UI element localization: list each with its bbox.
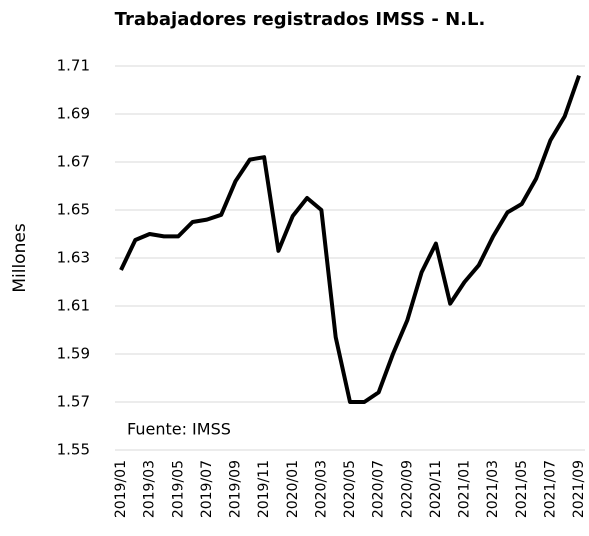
- x-tick-label: 2021/03: [485, 460, 501, 518]
- y-axis-label: Millones: [10, 223, 30, 292]
- x-tick-label: 2019/05: [170, 460, 186, 518]
- x-tick-label: 2019/09: [228, 460, 244, 518]
- x-tick-label: 2020/09: [399, 460, 415, 518]
- x-tick-label: 2021/01: [457, 460, 473, 518]
- x-tick-label: 2020/07: [371, 460, 387, 518]
- x-tick-label: 2020/01: [285, 460, 301, 518]
- y-tick-label: 1.67: [57, 153, 90, 171]
- x-tick-label: 2019/01: [113, 460, 129, 518]
- chart-title: Trabajadores registrados IMSS - N.L.: [115, 9, 486, 30]
- y-tick-label: 1.63: [57, 249, 90, 267]
- y-tick-label: 1.55: [57, 441, 90, 459]
- y-tick-label: 1.59: [57, 345, 90, 363]
- x-tick-label: 2021/05: [514, 460, 530, 518]
- x-tick-label: 2019/11: [256, 460, 272, 518]
- x-tick-label: 2021/09: [571, 460, 587, 518]
- y-tick-label: 1.65: [57, 201, 90, 219]
- x-tick-label: 2021/07: [542, 460, 558, 518]
- annotation: Fuente: IMSS: [127, 420, 231, 439]
- y-tick-label: 1.69: [57, 105, 90, 123]
- x-tick-label: 2019/03: [142, 460, 158, 518]
- y-tick-label: 1.61: [57, 297, 90, 315]
- y-tick-label: 1.57: [57, 393, 90, 411]
- x-tick-label: 2020/05: [342, 460, 358, 518]
- line: [119, 74, 581, 404]
- x-tick-label: 2020/03: [313, 460, 329, 518]
- y-tick-label: 1.71: [57, 57, 90, 75]
- x-tick-label: 2020/11: [428, 460, 444, 518]
- x-tick-label: 2019/07: [199, 460, 215, 518]
